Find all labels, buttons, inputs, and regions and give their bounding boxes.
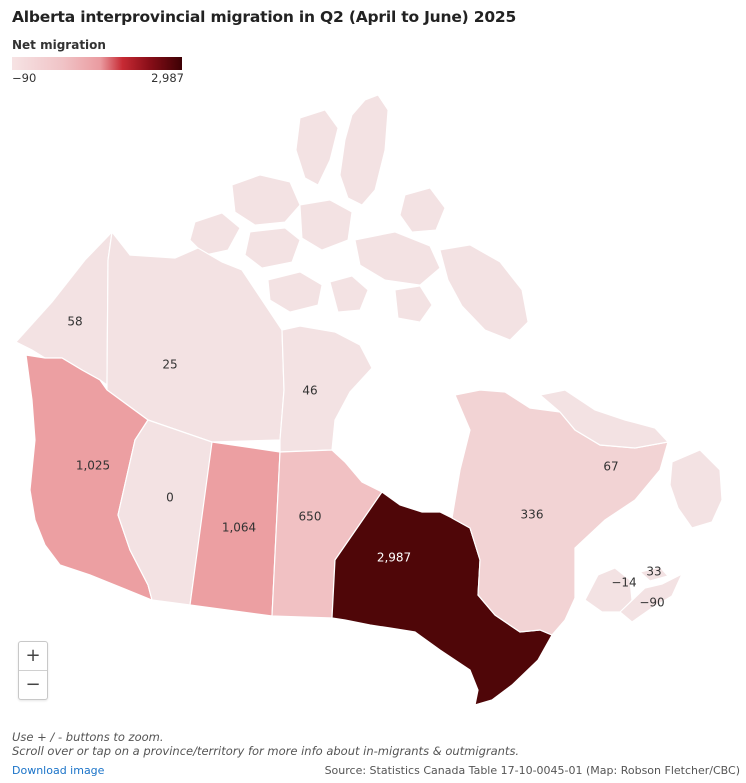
region-newfoundland-and-labrador[interactable] bbox=[538, 389, 723, 529]
map-title: Alberta interprovincial migration in Q2 … bbox=[12, 8, 517, 26]
label-saskatchewan: 1,064 bbox=[222, 521, 256, 535]
label-manitoba: 650 bbox=[299, 510, 322, 524]
legend: Net migration −90 2,987 bbox=[12, 38, 184, 87]
label-nunavut: 46 bbox=[302, 384, 317, 398]
zoom-controls: + − bbox=[18, 641, 48, 700]
label-british-columbia: 1,025 bbox=[76, 459, 110, 473]
note-zoom: Use + / - buttons to zoom. bbox=[12, 730, 164, 744]
source-credit: Source: Statistics Canada Table 17-10-00… bbox=[324, 764, 740, 777]
label-quebec: 336 bbox=[521, 508, 544, 522]
zoom-in-button[interactable]: + bbox=[25, 645, 41, 666]
region-new-brunswick[interactable] bbox=[584, 567, 633, 613]
label-yukon: 58 bbox=[67, 315, 82, 329]
legend-title: Net migration bbox=[12, 38, 106, 52]
arctic-islands bbox=[189, 94, 529, 341]
region-prince-edward-island[interactable] bbox=[638, 566, 670, 582]
usage-notes: Use + / - buttons to zoom. Scroll over o… bbox=[12, 730, 519, 758]
note-hover: Scroll over or tap on a province/territo… bbox=[12, 744, 520, 758]
region-quebec[interactable] bbox=[451, 389, 669, 636]
region-nova-scotia[interactable] bbox=[619, 572, 684, 623]
label-alberta: 0 bbox=[166, 491, 174, 505]
legend-color-scale bbox=[12, 57, 182, 70]
legend-max-label: 2,987 bbox=[151, 71, 184, 85]
label-nova-scotia: −90 bbox=[639, 596, 664, 610]
label-ontario: 2,987 bbox=[377, 551, 411, 565]
region-labels: 58 25 46 1,025 0 1,064 650 2,987 336 67 … bbox=[67, 315, 664, 610]
label-prince-edward-island: 33 bbox=[646, 565, 661, 579]
legend-labels: −90 2,987 bbox=[12, 71, 184, 87]
label-new-brunswick: −14 bbox=[611, 576, 636, 590]
label-northwest-territories: 25 bbox=[162, 358, 177, 372]
region-nunavut[interactable] bbox=[279, 325, 373, 453]
label-newfoundland-and-labrador: 67 bbox=[603, 460, 618, 474]
regions bbox=[15, 230, 723, 706]
zoom-out-button[interactable]: − bbox=[19, 670, 47, 699]
download-image-link[interactable]: Download image bbox=[12, 764, 105, 777]
legend-min-label: −90 bbox=[12, 71, 37, 85]
